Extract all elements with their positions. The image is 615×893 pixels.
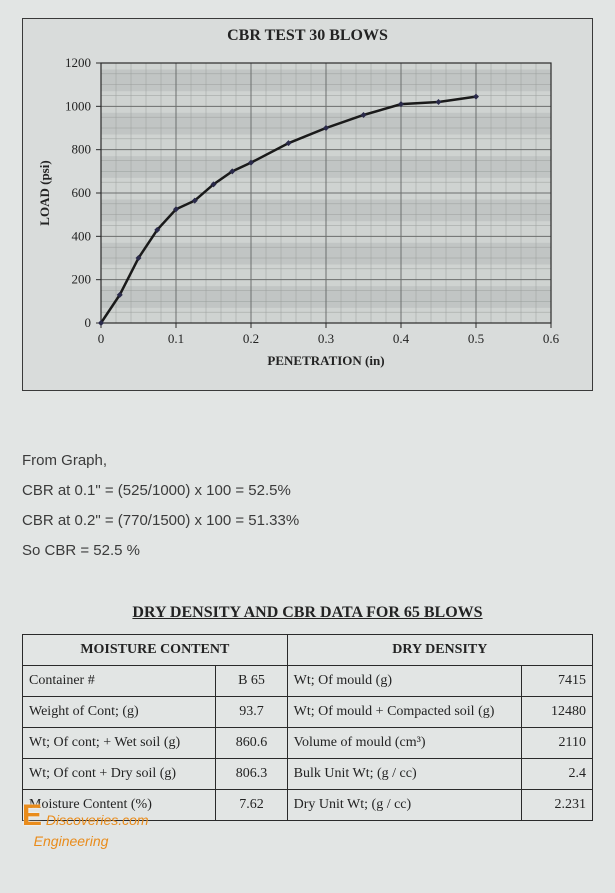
table-head-row: MOISTURE CONTENT DRY DENSITY (23, 635, 593, 666)
svg-text:0: 0 (85, 315, 92, 330)
table-row: Container #B 65Wt; Of mould (g)7415 (23, 666, 593, 697)
calc-line2: CBR at 0.2" = (770/1500) x 100 = 51.33% (22, 506, 593, 536)
svg-text:200: 200 (72, 272, 92, 287)
moisture-label: Wt; Of cont + Dry soil (g) (23, 759, 216, 790)
density-value: 12480 (521, 697, 592, 728)
chart-title: CBR TEST 30 BLOWS (33, 27, 582, 45)
moisture-label: Container # (23, 666, 216, 697)
density-table: MOISTURE CONTENT DRY DENSITY Container #… (22, 634, 593, 821)
density-label: Bulk Unit Wt; (g / cc) (287, 759, 521, 790)
svg-text:800: 800 (72, 142, 92, 157)
density-value: 2.4 (521, 759, 592, 790)
svg-text:0.1: 0.1 (168, 331, 184, 346)
watermark-line1: Discoveries.com (46, 812, 149, 828)
density-label: Wt; Of mould + Compacted soil (g) (287, 697, 521, 728)
watermark-line2: Engineering (34, 833, 109, 849)
density-label: Volume of mould (cm³) (287, 728, 521, 759)
chart-container: CBR TEST 30 BLOWS 0 0.1 0.2 0.3 0.4 0.5 0.6 0 20… (22, 18, 593, 391)
svg-text:PENETRATION (in): PENETRATION (in) (267, 353, 384, 368)
cbr-chart: 0 0.1 0.2 0.3 0.4 0.5 0.6 0 200 400 600 800 1000 1200… (33, 53, 563, 373)
svg-text:0.3: 0.3 (318, 331, 334, 346)
table-head-right: DRY DENSITY (287, 635, 592, 666)
moisture-label: Weight of Cont; (g) (23, 697, 216, 728)
svg-text:LOAD (psi): LOAD (psi) (37, 160, 52, 225)
calc-line3: So CBR = 52.5 % (22, 536, 593, 566)
svg-text:1200: 1200 (65, 55, 91, 70)
density-label: Wt; Of mould (g) (287, 666, 521, 697)
svg-text:0.6: 0.6 (543, 331, 560, 346)
moisture-label: Wt; Of cont; + Wet soil (g) (23, 728, 216, 759)
calc-lead: From Graph, (22, 446, 593, 476)
density-value: 7415 (521, 666, 592, 697)
table-row: Wt; Of cont + Dry soil (g)806.3Bulk Unit… (23, 759, 593, 790)
moisture-value: B 65 (216, 666, 287, 697)
calc-line1: CBR at 0.1" = (525/1000) x 100 = 52.5% (22, 476, 593, 506)
svg-text:400: 400 (72, 228, 92, 243)
table-head-left: MOISTURE CONTENT (23, 635, 288, 666)
density-value: 2110 (521, 728, 592, 759)
table-row: Wt; Of cont; + Wet soil (g)860.6Volume o… (23, 728, 593, 759)
svg-text:0.4: 0.4 (393, 331, 410, 346)
moisture-value: 93.7 (216, 697, 287, 728)
watermark-logo: E Discoveries.com Engineering (22, 799, 593, 849)
table-title: DRY DENSITY AND CBR DATA FOR 65 BLOWS (22, 604, 593, 622)
svg-text:600: 600 (72, 185, 92, 200)
svg-text:1000: 1000 (65, 98, 91, 113)
moisture-value: 806.3 (216, 759, 287, 790)
calculations-block: From Graph, CBR at 0.1" = (525/1000) x 1… (22, 446, 593, 566)
svg-text:0.2: 0.2 (243, 331, 259, 346)
table-row: Weight of Cont; (g)93.7Wt; Of mould + Co… (23, 697, 593, 728)
svg-text:0: 0 (98, 331, 105, 346)
svg-text:0.5: 0.5 (468, 331, 484, 346)
moisture-value: 860.6 (216, 728, 287, 759)
